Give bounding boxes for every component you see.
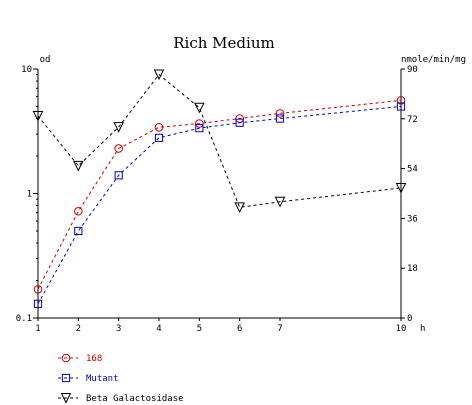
x-tick-label: 3 <box>116 324 121 334</box>
data-point <box>234 202 245 213</box>
y-right-tick-label: 0 <box>407 314 412 324</box>
x-axis-label: h <box>420 324 425 334</box>
legend-marker <box>61 353 71 363</box>
series-layer <box>32 69 407 308</box>
y-right-tick-label: 90 <box>407 65 418 75</box>
data-point <box>74 206 83 216</box>
data-point <box>114 171 123 180</box>
legend-label: 168 <box>86 354 102 364</box>
series-3 <box>32 69 407 213</box>
y-right-axis-label: nmole/min/mg <box>401 55 466 65</box>
x-tick-label: 7 <box>277 324 282 334</box>
x-tick-label: 6 <box>237 324 242 334</box>
legend-label: Mutant <box>86 374 119 384</box>
y-right-tick-label: 72 <box>407 115 418 125</box>
data-point <box>275 109 285 118</box>
x-tick-label: 2 <box>76 324 81 334</box>
series-line <box>37 73 402 208</box>
x-tick-label: 5 <box>197 324 202 334</box>
series-line <box>37 105 402 305</box>
data-point <box>32 111 44 122</box>
x-tick-label: 4 <box>156 324 161 334</box>
y-right-tick-label: 54 <box>407 165 418 175</box>
data-point <box>275 114 285 123</box>
data-point <box>194 102 205 114</box>
y-left-tick-label: 10 <box>21 65 32 75</box>
legend: 168 Mutant Beta Galactosidase <box>58 353 184 404</box>
x-tick-label: 1 <box>35 324 40 334</box>
x-tick-label: 10 <box>396 324 407 334</box>
data-point <box>235 118 244 127</box>
data-point <box>396 96 406 105</box>
series-2 <box>33 102 406 308</box>
data-point <box>395 182 407 194</box>
data-point <box>33 285 43 294</box>
y-right-tick-label: 36 <box>407 214 418 224</box>
data-point <box>396 102 406 111</box>
data-point <box>274 196 286 208</box>
data-point <box>74 226 83 236</box>
chart-title: Rich Medium <box>173 34 274 52</box>
series-line <box>37 99 402 290</box>
data-point <box>73 160 84 172</box>
y-left-tick-label: 1 <box>27 190 32 200</box>
series-1 <box>33 96 406 294</box>
data-point <box>114 144 123 153</box>
data-point <box>33 299 43 308</box>
data-point <box>195 119 204 128</box>
data-point <box>153 69 165 81</box>
y-right-tick-label: 18 <box>407 264 418 274</box>
legend-marker <box>61 373 71 383</box>
legend-marker <box>60 393 72 404</box>
data-point <box>113 122 124 133</box>
data-point <box>154 123 164 132</box>
data-point <box>154 133 164 142</box>
legend-label: Beta Galactosidase <box>86 394 184 404</box>
y-left-axis-label: od <box>40 55 51 65</box>
data-point <box>195 124 204 133</box>
y-left-tick-label: 0.1 <box>16 314 32 324</box>
